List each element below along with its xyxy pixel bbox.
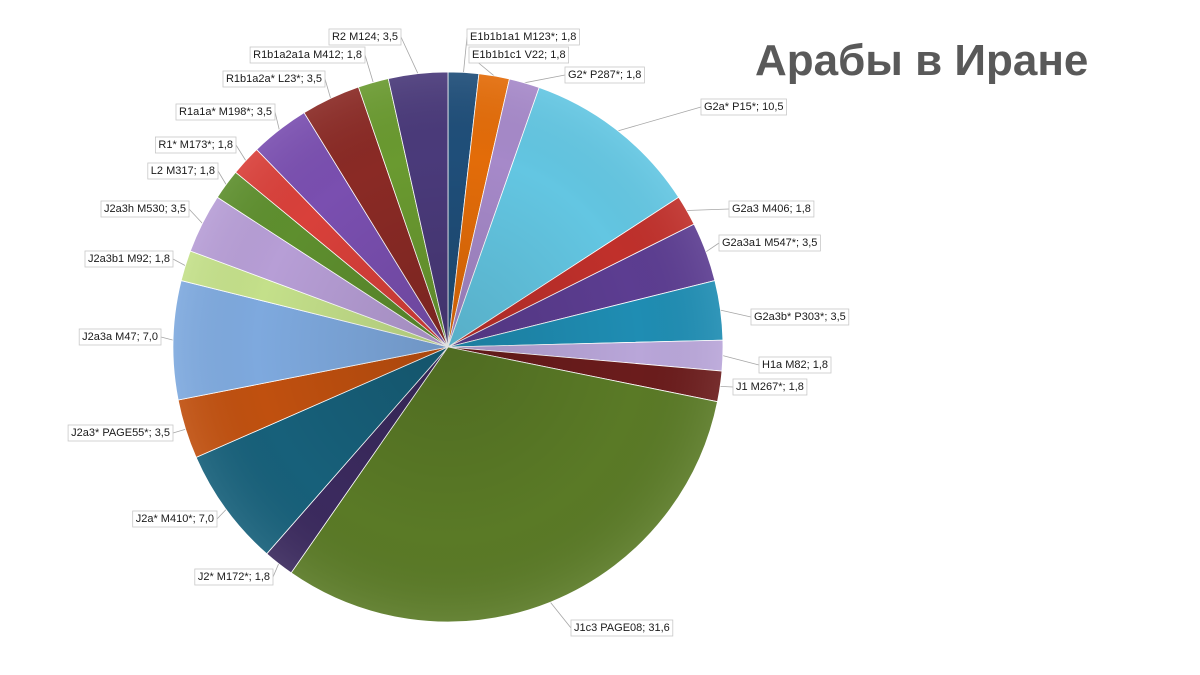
- chart-title: Арабы в Иране: [755, 36, 1089, 85]
- leader-line: [705, 242, 720, 253]
- slice-label: R1a1a* M198*; 3,5: [179, 106, 272, 118]
- slice-label: J2a3b1 M92; 1,8: [88, 253, 170, 265]
- slice-label-box: [728, 200, 815, 218]
- slice-label: R1* M173*; 1,8: [158, 139, 233, 151]
- leader-line: [400, 36, 419, 74]
- slice-label: G2a3a1 M547*; 3,5: [722, 237, 817, 249]
- slice-label-box: [700, 98, 787, 116]
- leader-line: [463, 36, 468, 73]
- slice-label: J1c3 PAGE08; 31,6: [574, 622, 670, 634]
- slice-label: G2* P287*; 1,8: [568, 69, 641, 81]
- slice-label: J2a3a M47; 7,0: [82, 331, 158, 343]
- slice-label-box: [84, 250, 174, 268]
- slice-label-box: [154, 136, 237, 154]
- slice-label: G2a3 M406; 1,8: [732, 203, 811, 215]
- slice-label: E1b1b1a1 M123*; 1,8: [470, 31, 576, 43]
- slice-label: H1a M82; 1,8: [762, 359, 828, 371]
- slice-label-box: [175, 103, 276, 121]
- slice-label-box: [468, 46, 569, 64]
- slice-label-box: [67, 424, 174, 442]
- slice-label: J2a* M410*; 7,0: [136, 513, 214, 525]
- slice-label-box: [222, 70, 326, 88]
- slice-label-box: [147, 162, 219, 180]
- slice-label-box: [758, 356, 832, 374]
- leader-line: [216, 509, 227, 520]
- slice-label: G2a* P15*; 10,5: [704, 101, 784, 113]
- leader-line: [172, 258, 186, 266]
- slice-label: E1b1b1c1 V22; 1,8: [472, 49, 566, 61]
- slice-label-box: [732, 378, 808, 396]
- slice-label: J2a3h M530; 3,5: [104, 203, 186, 215]
- slice-label-box: [328, 28, 402, 46]
- slice-label-box: [570, 619, 674, 637]
- slice-label-box: [100, 200, 190, 218]
- leader-line: [172, 428, 186, 434]
- slice-label: R1b1a2a1a M412; 1,8: [253, 49, 362, 61]
- leader-line: [550, 601, 572, 629]
- leader-line: [686, 208, 730, 211]
- slice-label: J2* M172*; 1,8: [198, 571, 270, 583]
- slice-label-box: [132, 510, 218, 528]
- slice-label-box: [194, 568, 274, 586]
- slice-label-box: [718, 234, 821, 252]
- slice-label-box: [78, 328, 162, 346]
- slice-label-box: [466, 28, 580, 46]
- leader-line: [722, 355, 760, 366]
- leader-line: [274, 111, 280, 130]
- leader-line: [217, 170, 227, 185]
- slice-label: G2a3b* P303*; 3,5: [754, 311, 846, 323]
- slice-label: R1b1a2a* L23*; 3,5: [226, 73, 322, 85]
- leader-line: [720, 386, 734, 388]
- leader-line: [235, 144, 247, 161]
- slice-label: R2 M124; 3,5: [332, 31, 398, 43]
- slice-label: J1 M267*; 1,8: [736, 381, 804, 393]
- leader-line: [364, 54, 374, 83]
- slice-label-box: [564, 66, 645, 84]
- leader-line: [617, 106, 702, 132]
- leader-line: [272, 563, 280, 578]
- slice-label-box: [750, 308, 850, 326]
- leader-line: [324, 78, 331, 99]
- slice-label: J2a3* PAGE55*; 3,5: [71, 427, 170, 439]
- leader-line: [160, 336, 174, 341]
- slice-label: L2 M317; 1,8: [151, 165, 215, 177]
- leader-line: [720, 309, 752, 318]
- slice-label-box: [249, 46, 366, 64]
- leader-line: [524, 74, 566, 84]
- leader-line: [188, 208, 203, 224]
